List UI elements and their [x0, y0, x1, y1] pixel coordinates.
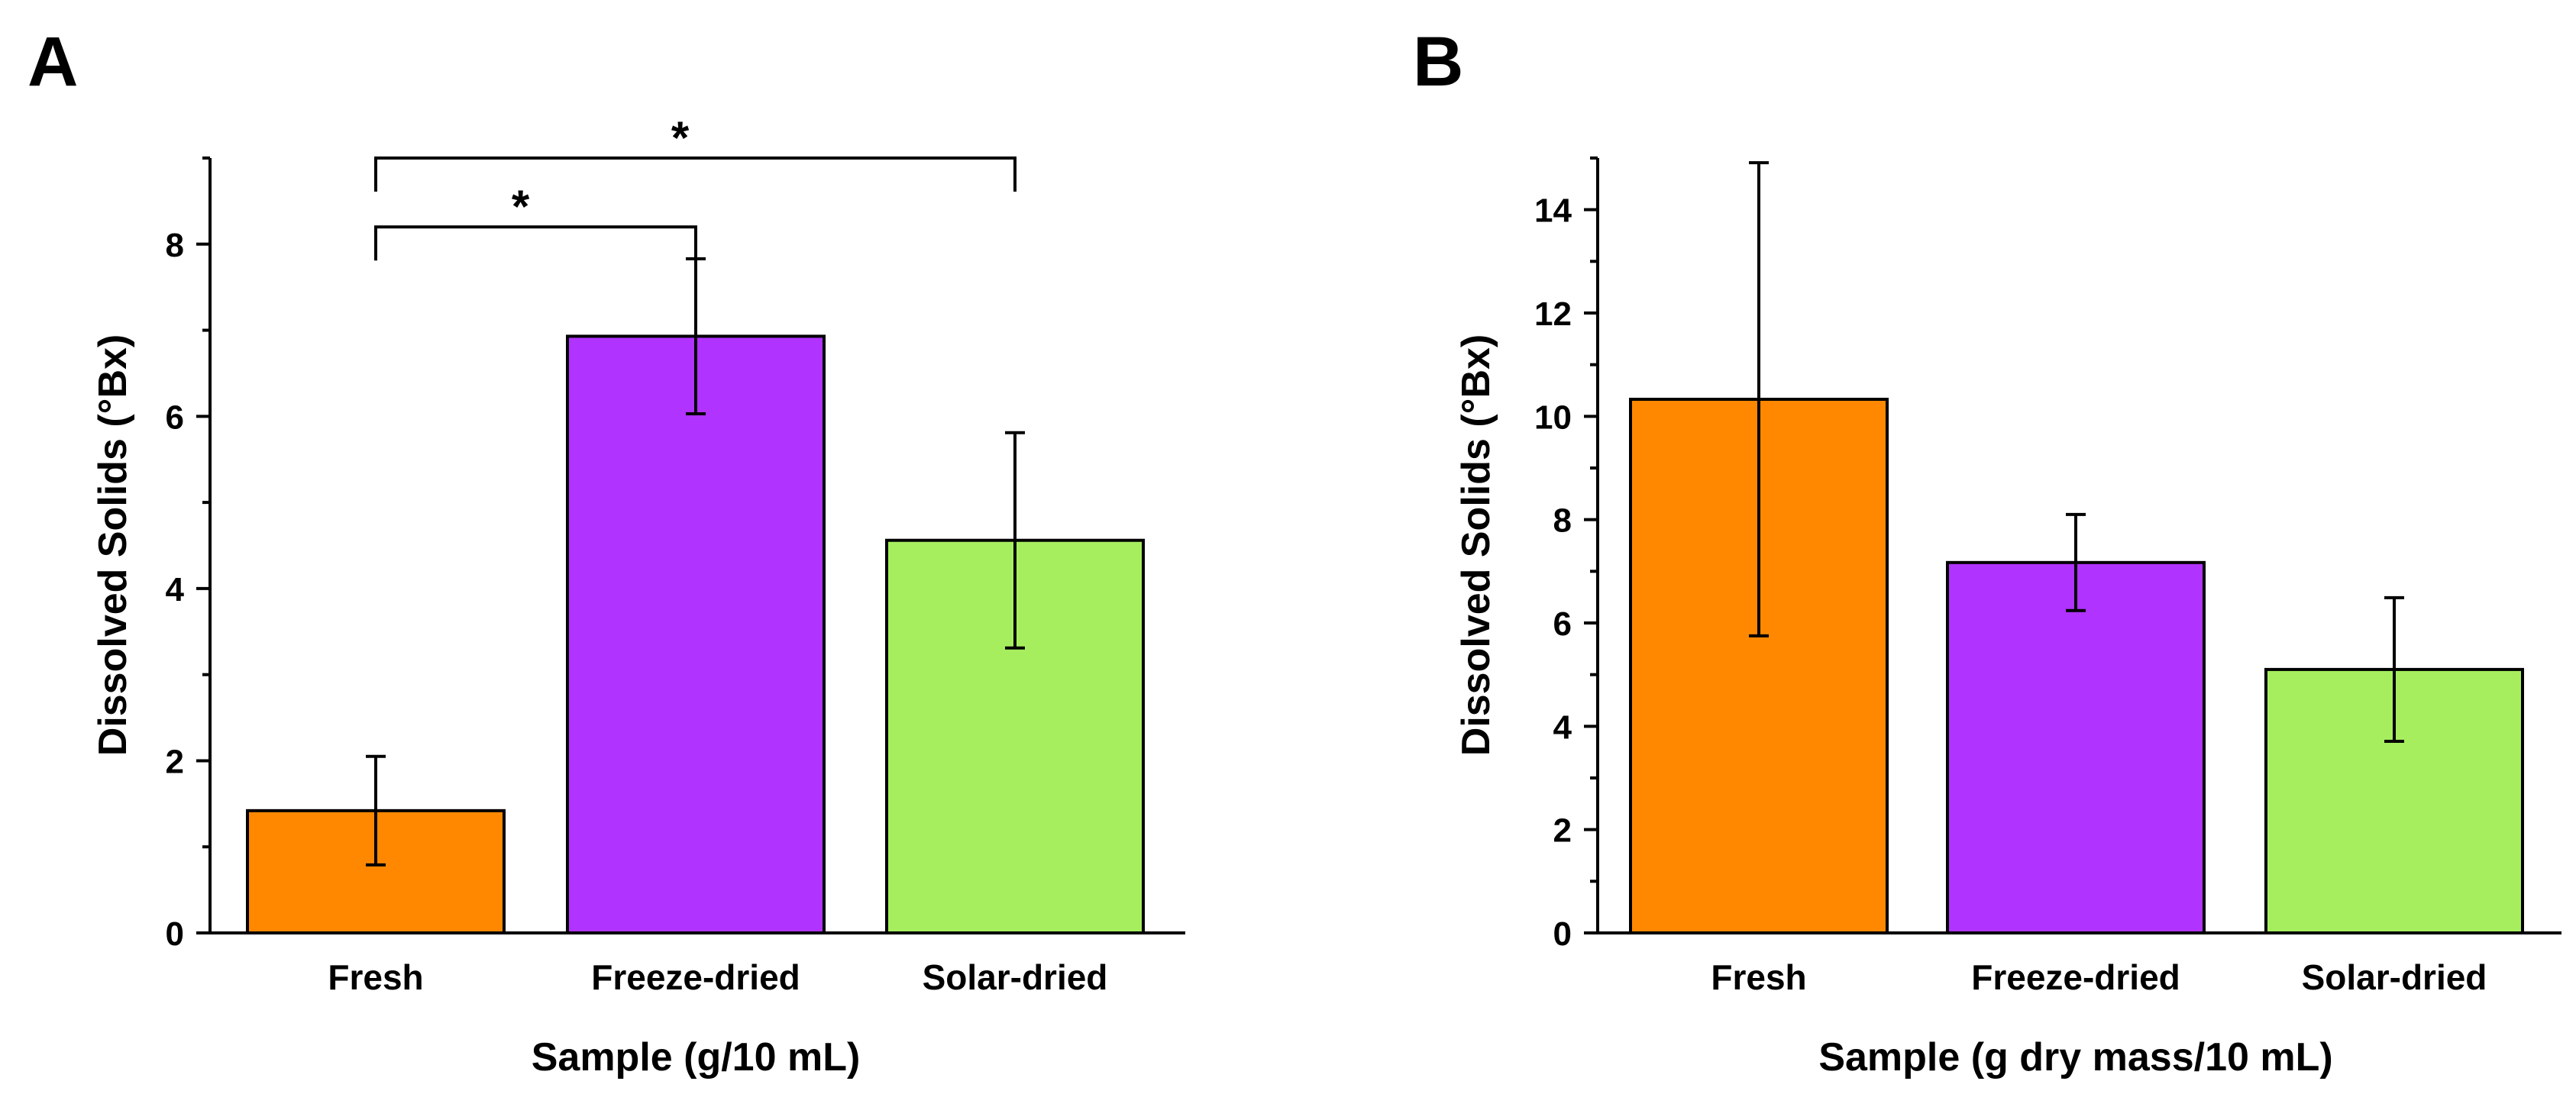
panel-a-y-tick-label: 4	[166, 571, 185, 608]
panel-b-error-bars	[1749, 161, 2404, 743]
panel-b-y-tick-label: 2	[1553, 812, 1572, 850]
panel-a-category-fresh: Fresh	[328, 957, 423, 997]
panel-b-y-tick-label: 12	[1534, 295, 1572, 333]
panel-a-significance-bracket: *	[374, 181, 697, 261]
panel-b-category-solar-dried: Solar-dried	[2302, 957, 2487, 997]
panel-b-bars	[1629, 398, 2524, 935]
panel-a-y-tick-label: 8	[166, 227, 184, 264]
panel-a-significance-bracket: *	[374, 112, 1017, 192]
panel-b-y-tick-label: 8	[1553, 502, 1572, 540]
panel-b-x-axis-title: Sample (g dry mass/10 mL)	[1818, 1035, 2332, 1080]
panel-a-y-tick-label: 2	[166, 743, 184, 780]
panel-b-error-bar-freeze-dried	[2066, 512, 2086, 612]
panel-b-y-tick-label: 4	[1553, 708, 1572, 746]
panel-b-category-fresh: Fresh	[1711, 957, 1806, 997]
panel-a-error-bar-solar-dried	[1005, 431, 1025, 650]
panel-a-y-axis-title: Dissolved Solids (°Bx)	[91, 334, 135, 756]
panel-a-label: A	[27, 23, 78, 101]
panel-a-category-freeze-dried: Freeze-dried	[591, 957, 800, 997]
panel-a-significance: **	[374, 112, 1017, 261]
panel-b-category-freeze-dried: Freeze-dried	[1971, 957, 2180, 997]
panel-b-error-bar-fresh	[1749, 161, 1769, 637]
panel-a-y-ticks: 0 2 4 6 8	[166, 157, 210, 953]
panel-a-significance-star: *	[671, 112, 690, 163]
panel-a-y-tick-label: 0	[166, 915, 184, 953]
panel-a-error-bar-fresh	[366, 754, 386, 867]
panel-b: B 0 2 4 6 8 10 12 14 Fresh Freeze-dried Solar-d…	[1413, 23, 2561, 1080]
panel-a-significance-star: *	[512, 181, 530, 232]
panel-b-y-tick-label: 6	[1553, 605, 1572, 643]
panel-b-y-axis-title: Dissolved Solids (°Bx)	[1454, 334, 1498, 756]
panel-b-error-bar-solar-dried	[2384, 595, 2404, 743]
panel-a-x-axis-title: Sample (g/10 mL)	[532, 1035, 861, 1080]
panel-a-bars	[246, 334, 1145, 935]
panel-a-bar-freeze-dried	[566, 334, 826, 934]
panel-b-y-tick-label: 14	[1534, 192, 1572, 230]
panel-a-y-tick-label: 6	[166, 399, 184, 436]
panel-a-category-solar-dried: Solar-dried	[923, 957, 1108, 997]
panel-b-y-tick-label: 0	[1553, 915, 1572, 953]
panel-b-y-tick-label: 10	[1534, 399, 1572, 436]
panel-b-bar-freeze-dried	[1946, 560, 2206, 935]
panel-b-label: B	[1413, 23, 1463, 101]
panel-b-y-ticks: 0 2 4 6 8 10 12 14	[1534, 157, 1598, 953]
panel-a-error-bars	[366, 257, 1025, 867]
